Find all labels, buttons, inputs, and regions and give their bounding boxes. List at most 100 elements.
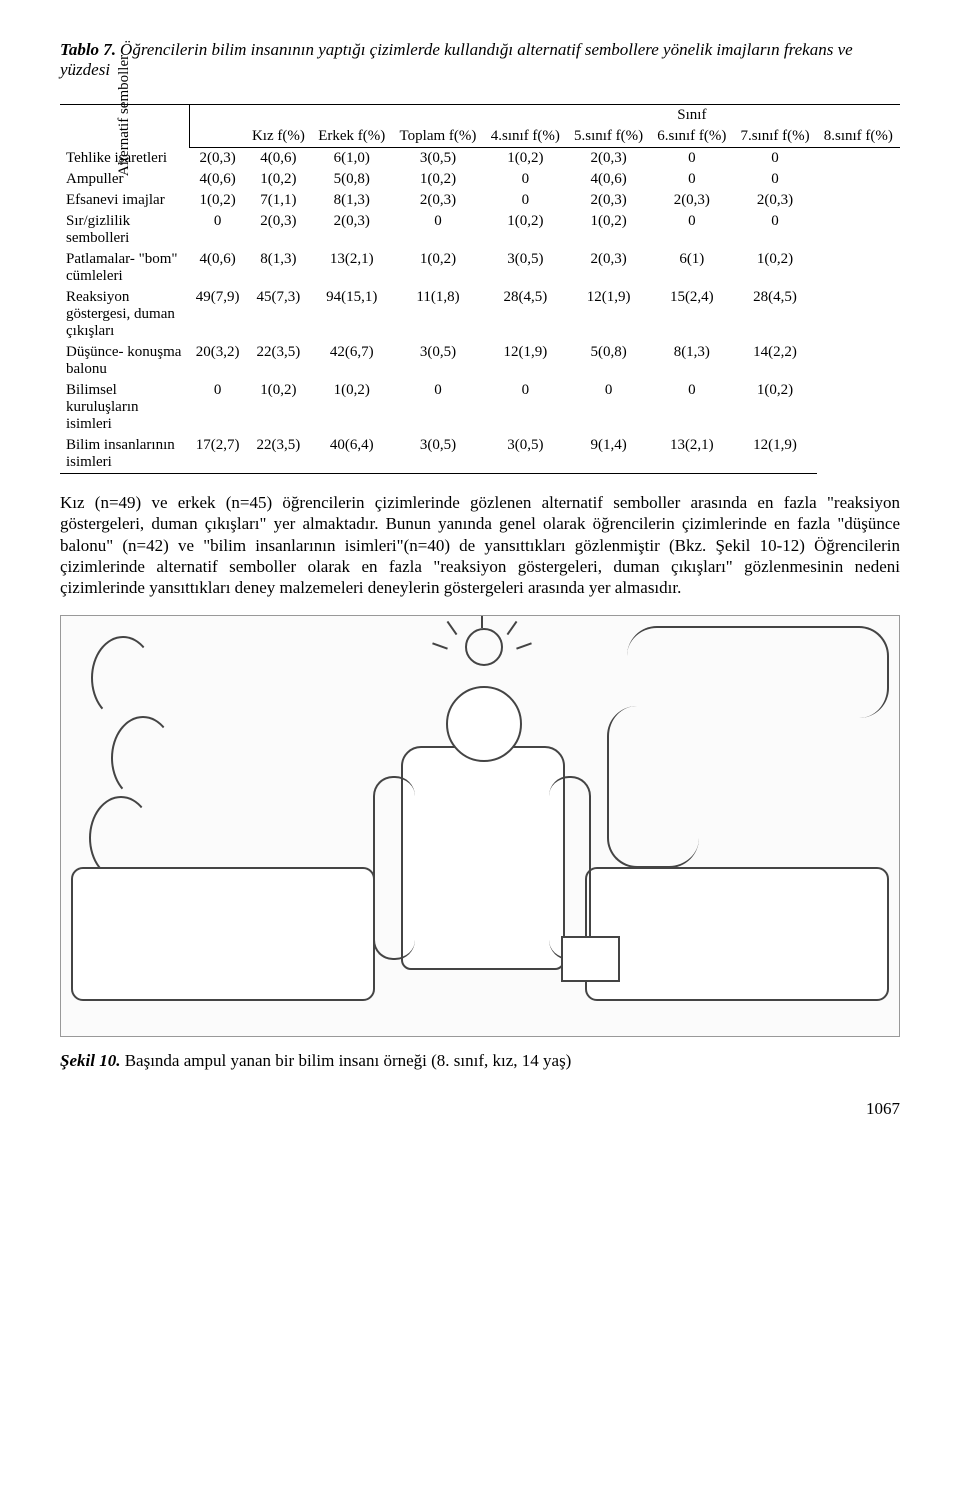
cell: 3(0,5) — [484, 249, 567, 287]
over-header: Sınıf — [484, 105, 900, 127]
cell: 2(0,3) — [567, 249, 650, 287]
col-header: 4.sınıf f(%) — [484, 126, 567, 148]
cell: 12(1,9) — [567, 287, 650, 342]
cell: 2(0,3) — [650, 190, 733, 211]
row-label: Bilim insanlarının isimleri — [60, 435, 190, 474]
cell: 11(1,8) — [392, 287, 484, 342]
cell: 8(1,3) — [650, 342, 733, 380]
cell: 1(0,2) — [392, 169, 484, 190]
cell: 1(0,2) — [311, 380, 392, 435]
cell: 8(1,3) — [246, 249, 312, 287]
cell: 1(0,2) — [246, 380, 312, 435]
over-header-row: Alternatif semboller Sınıf — [60, 105, 900, 127]
cell: 3(0,5) — [392, 342, 484, 380]
cell: 22(3,5) — [246, 342, 312, 380]
cell: 20(3,2) — [190, 342, 246, 380]
col-header: 6.sınıf f(%) — [650, 126, 733, 148]
cell: 9(1,4) — [567, 435, 650, 474]
cell: 14(2,2) — [733, 342, 816, 380]
cell: 0 — [733, 148, 816, 170]
table-caption-bold: Tablo 7. — [60, 40, 116, 59]
table-caption-rest: Öğrencilerin bilim insanının yaptığı çiz… — [60, 40, 853, 79]
cell: 12(1,9) — [733, 435, 816, 474]
col-header: 7.sınıf f(%) — [733, 126, 816, 148]
cell: 13(2,1) — [650, 435, 733, 474]
table-caption: Tablo 7. Öğrencilerin bilim insanının ya… — [60, 40, 900, 80]
cell: 40(6,4) — [311, 435, 392, 474]
cell: 1(0,2) — [484, 148, 567, 170]
cell: 42(6,7) — [311, 342, 392, 380]
cell: 2(0,3) — [190, 148, 246, 170]
cell: 8(1,3) — [311, 190, 392, 211]
cell: 3(0,5) — [392, 148, 484, 170]
col-header: 8.sınıf f(%) — [817, 126, 900, 148]
cell: 0 — [392, 380, 484, 435]
cell: 2(0,3) — [392, 190, 484, 211]
table-row: Patlamalar- "bom" cümleleri4(0,6)8(1,3)1… — [60, 249, 900, 287]
cell: 4(0,6) — [190, 169, 246, 190]
side-label: Alternatif semboller — [116, 55, 133, 176]
cell: 0 — [650, 169, 733, 190]
row-label: Düşünce- konuşma balonu — [60, 342, 190, 380]
cell: 7(1,1) — [246, 190, 312, 211]
cell: 13(2,1) — [311, 249, 392, 287]
table-row: Reaksiyon göstergesi, duman çıkışları49(… — [60, 287, 900, 342]
cell: 1(0,2) — [190, 190, 246, 211]
table-row: Tehlike işaretleri2(0,3)4(0,6)6(1,0)3(0,… — [60, 148, 900, 170]
cell: 3(0,5) — [392, 435, 484, 474]
cell: 5(0,8) — [311, 169, 392, 190]
cell: 12(1,9) — [484, 342, 567, 380]
cell: 2(0,3) — [311, 211, 392, 249]
cell: 2(0,3) — [246, 211, 312, 249]
page-root: Tablo 7. Öğrencilerin bilim insanının ya… — [0, 0, 960, 1159]
cell: 0 — [567, 380, 650, 435]
cell: 2(0,3) — [567, 148, 650, 170]
cell: 0 — [484, 380, 567, 435]
cell: 4(0,6) — [190, 249, 246, 287]
cell: 28(4,5) — [733, 287, 816, 342]
cell: 1(0,2) — [392, 249, 484, 287]
row-label: Patlamalar- "bom" cümleleri — [60, 249, 190, 287]
cell: 17(2,7) — [190, 435, 246, 474]
page-number: 1067 — [60, 1099, 900, 1119]
cell: 45(7,3) — [246, 287, 312, 342]
cell: 2(0,3) — [733, 190, 816, 211]
cell: 5(0,8) — [567, 342, 650, 380]
col-header: 5.sınıf f(%) — [567, 126, 650, 148]
cell: 1(0,2) — [246, 169, 312, 190]
cell: 0 — [733, 211, 816, 249]
cell: 2(0,3) — [567, 190, 650, 211]
cell: 3(0,5) — [484, 435, 567, 474]
row-label: Reaksiyon göstergesi, duman çıkışları — [60, 287, 190, 342]
cell: 0 — [650, 380, 733, 435]
cell: 1(0,2) — [733, 249, 816, 287]
side-label-cell: Alternatif semboller — [60, 105, 190, 148]
cell: 22(3,5) — [246, 435, 312, 474]
cell: 49(7,9) — [190, 287, 246, 342]
cell: 28(4,5) — [484, 287, 567, 342]
cell: 1(0,2) — [567, 211, 650, 249]
figure-caption: Şekil 10. Başında ampul yanan bir bilim … — [60, 1051, 900, 1071]
cell: 1(0,2) — [484, 211, 567, 249]
cell: 6(1,0) — [311, 148, 392, 170]
cell: 4(0,6) — [567, 169, 650, 190]
cell: 0 — [190, 211, 246, 249]
cell: 0 — [650, 148, 733, 170]
cell: 1(0,2) — [733, 380, 816, 435]
cell: 94(15,1) — [311, 287, 392, 342]
figcap-rest: Başında ampul yanan bir bilim insanı örn… — [125, 1051, 572, 1070]
table-row: Sır/gizlilik sembolleri02(0,3)2(0,3)01(0… — [60, 211, 900, 249]
figcap-bold: Şekil 10. — [60, 1051, 120, 1070]
cell: 0 — [392, 211, 484, 249]
table-row: Düşünce- konuşma balonu20(3,2)22(3,5)42(… — [60, 342, 900, 380]
data-table: Alternatif semboller Sınıf Kız f(%) Erke… — [60, 104, 900, 474]
figure-10-drawing — [60, 615, 900, 1037]
col-header: Erkek f(%) — [311, 126, 392, 148]
table-row: Bilimsel kuruluşların isimleri01(0,2)1(0… — [60, 380, 900, 435]
cell: 6(1) — [650, 249, 733, 287]
col-header: Toplam f(%) — [392, 126, 484, 148]
table-row: Bilim insanlarının isimleri17(2,7)22(3,5… — [60, 435, 900, 474]
table-row: Ampuller4(0,6)1(0,2)5(0,8)1(0,2)04(0,6)0… — [60, 169, 900, 190]
row-label: Bilimsel kuruluşların isimleri — [60, 380, 190, 435]
cell: 15(2,4) — [650, 287, 733, 342]
